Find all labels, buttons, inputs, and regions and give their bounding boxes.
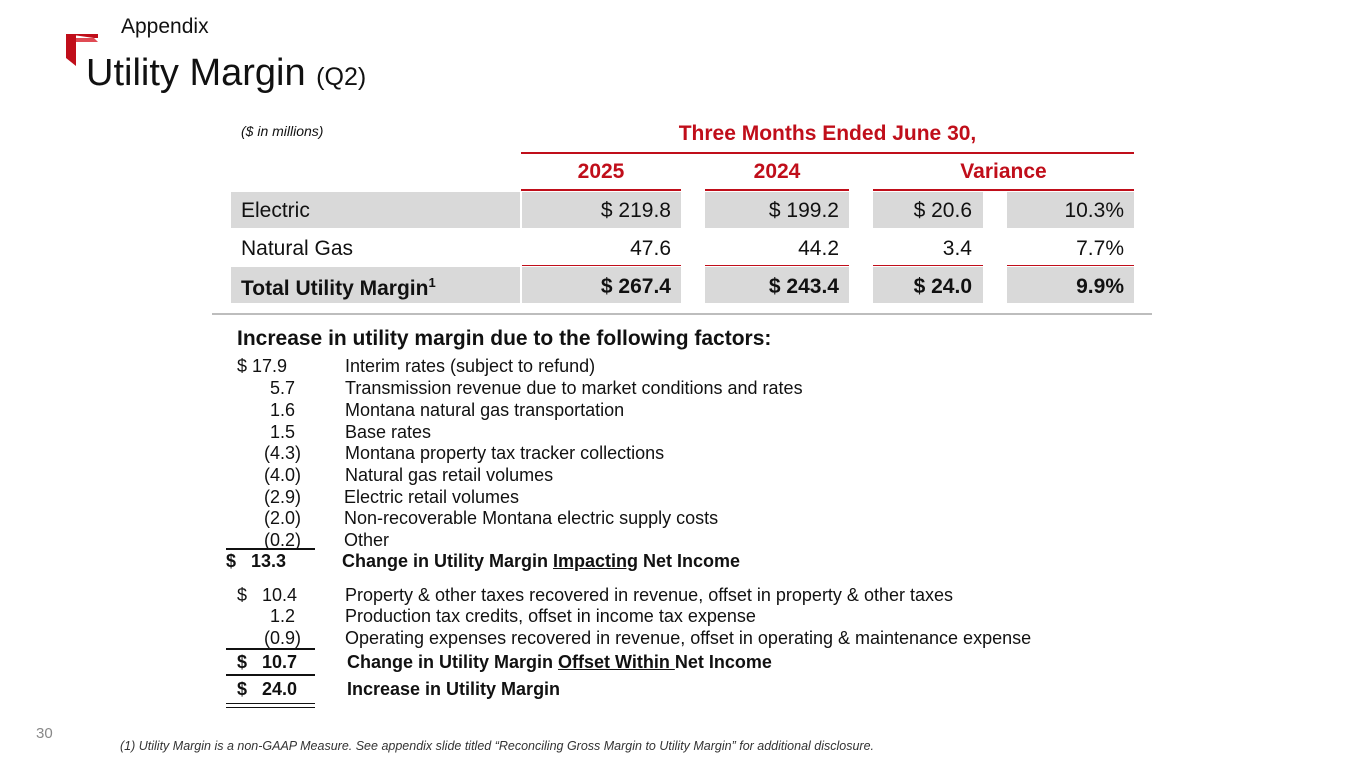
cell-variance-percent: 10.3%	[1064, 199, 1124, 222]
total-rule-2024	[705, 265, 849, 266]
col-header-2024: 2024	[753, 160, 801, 183]
col-rule-variance	[873, 189, 1134, 191]
subtotal-rule	[226, 548, 315, 550]
page-number: 30	[36, 725, 53, 742]
total-rule	[226, 674, 315, 676]
factor-label: Base rates	[345, 422, 432, 442]
col-rule-2024	[705, 189, 849, 191]
title-text: Utility Margin	[86, 52, 306, 94]
cell-2025: $ 219.8	[600, 199, 671, 222]
column-gap	[681, 192, 705, 303]
subtotal-label: Change in Utility Margin Impacting Net I…	[342, 551, 741, 571]
factor-label: Interim rates (subject to refund)	[345, 356, 596, 376]
row-label: Electric	[241, 199, 310, 222]
cell-variance-amount: 3.4	[942, 237, 972, 260]
total-rule-variance-percent	[1007, 265, 1134, 266]
factor-amount: 1.6	[270, 400, 296, 420]
factor-amount: 1.2	[270, 606, 296, 626]
section-label: Appendix	[121, 15, 209, 38]
factor-amount: $ 17.9	[237, 356, 288, 376]
cell-2024: 44.2	[798, 237, 839, 260]
total-rule-variance-amount	[873, 265, 983, 266]
page-title: Utility Margin (Q2)	[86, 52, 366, 95]
double-rule-top	[226, 703, 315, 704]
factors-title: Increase in utility margin due to the fo…	[237, 327, 772, 350]
factor-label: Transmission revenue due to market condi…	[345, 378, 803, 398]
cell-variance-amount: $ 20.6	[913, 199, 972, 222]
factor-label: Operating expenses recovered in revenue,…	[345, 628, 1032, 648]
footnote: (1) Utility Margin is a non-GAAP Measure…	[120, 739, 875, 753]
col-rule-2025	[521, 189, 681, 191]
factor-label: Montana property tax tracker collections	[345, 443, 665, 463]
factor-label: Production tax credits, offset in income…	[345, 606, 756, 626]
factor-amount: 5.7	[270, 378, 296, 398]
factor-label: Non-recoverable Montana electric supply …	[344, 508, 719, 528]
col-header-2025: 2025	[577, 160, 625, 183]
total-amount: $ 24.0	[237, 679, 298, 699]
total-rule-2025	[521, 265, 681, 266]
factor-amount: $ 10.4	[237, 585, 298, 605]
total-label: Increase in Utility Margin	[347, 679, 561, 699]
table-bottom-rule	[212, 313, 1152, 315]
column-divider	[520, 192, 522, 303]
column-gap	[849, 192, 873, 303]
factor-amount: (2.0)	[264, 508, 302, 528]
factor-amount: (4.3)	[264, 443, 302, 463]
cell-variance-amount: $ 24.0	[913, 275, 972, 298]
subtotal-label: Change in Utility Margin Offset Within N…	[347, 652, 772, 672]
row-label: Natural Gas	[241, 237, 354, 260]
factor-label: Other	[344, 530, 390, 550]
factor-amount: 1.5	[270, 422, 296, 442]
row-label-total: Total Utility Margin1	[241, 275, 436, 300]
factor-amount: (0.2)	[264, 530, 302, 550]
period-header: Three Months Ended June 30,	[678, 122, 977, 145]
factor-amount: (2.9)	[264, 487, 302, 507]
double-rule-bottom	[226, 707, 315, 708]
col-header-variance: Variance	[960, 160, 1047, 183]
units-note: ($ in millions)	[241, 123, 324, 139]
title-suffix: (Q2)	[316, 63, 367, 91]
factor-amount: (4.0)	[264, 465, 302, 485]
period-rule	[521, 152, 1134, 154]
cell-2025: $ 267.4	[600, 275, 671, 298]
factor-label: Natural gas retail volumes	[345, 465, 554, 485]
factor-label: Electric retail volumes	[344, 487, 520, 507]
factor-label: Property & other taxes recovered in reve…	[345, 585, 953, 605]
subtotal-rule	[226, 648, 315, 650]
cell-variance-percent: 9.9%	[1076, 275, 1124, 298]
cell-2024: $ 243.4	[768, 275, 839, 298]
cell-2025: 47.6	[630, 237, 671, 260]
column-gap	[983, 192, 1007, 303]
subtotal-amount: $ 10.7	[237, 652, 298, 672]
factor-amount: (0.9)	[264, 628, 302, 648]
factor-label: Montana natural gas transportation	[345, 400, 625, 420]
cell-variance-percent: 7.7%	[1076, 237, 1124, 260]
cell-2024: $ 199.2	[768, 199, 839, 222]
company-logo-mark	[66, 34, 98, 66]
subtotal-amount: $ 13.3	[226, 551, 287, 571]
